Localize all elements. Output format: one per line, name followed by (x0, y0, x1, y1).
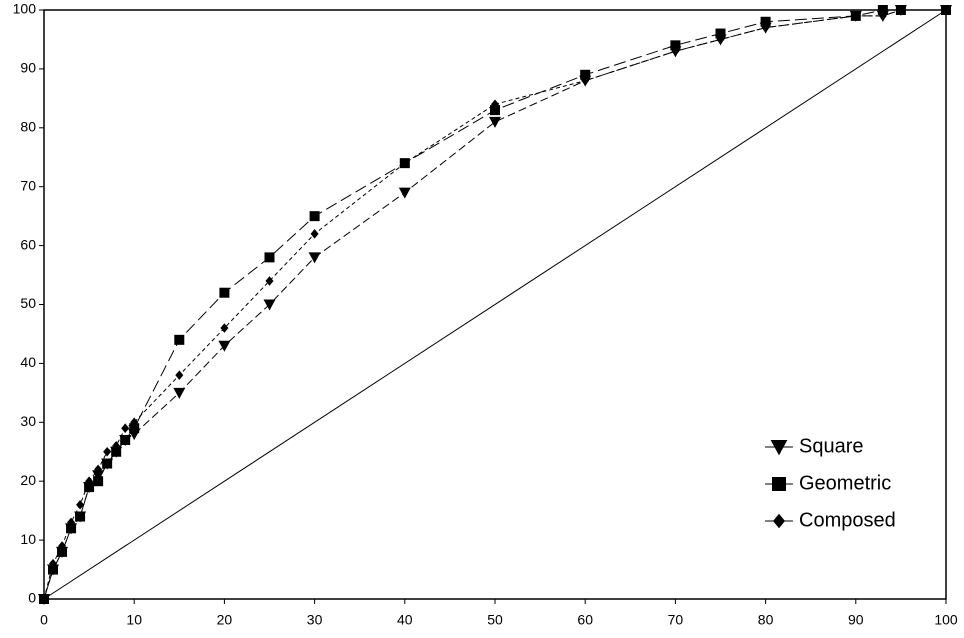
data-point (175, 370, 184, 380)
data-point (896, 5, 905, 15)
data-point (670, 40, 681, 51)
x-tick-label: 40 (397, 612, 413, 628)
legend-label: Composed (799, 509, 896, 531)
legend-marker (773, 513, 785, 529)
data-point (48, 564, 59, 575)
data-point (671, 46, 680, 57)
data-point (94, 464, 103, 475)
data-point (102, 458, 113, 469)
y-tick-label: 50 (20, 295, 36, 311)
data-point (49, 558, 58, 569)
data-point (129, 423, 140, 434)
data-point (40, 594, 48, 604)
data-point (84, 482, 95, 493)
data-point (57, 546, 68, 557)
x-tick-label: 10 (126, 612, 142, 628)
data-point (75, 511, 86, 522)
y-tick-label: 0 (28, 590, 36, 606)
y-tick-label: 90 (20, 60, 36, 76)
y-tick-label: 30 (20, 413, 36, 429)
data-point (760, 16, 771, 27)
x-tick-label: 100 (934, 612, 958, 628)
data-point (111, 446, 122, 457)
x-tick-label: 50 (487, 612, 503, 628)
data-point (761, 22, 770, 33)
x-tick-label: 70 (668, 612, 684, 628)
data-point (130, 417, 139, 428)
data-point (85, 476, 94, 486)
legend-marker (772, 477, 786, 491)
data-point (93, 476, 104, 487)
data-point (173, 387, 186, 399)
data-point (878, 11, 887, 21)
x-tick-label: 60 (577, 612, 593, 628)
x-tick-label: 30 (307, 612, 323, 628)
data-point (76, 499, 85, 510)
data-point (265, 276, 274, 286)
y-tick-label: 80 (20, 119, 36, 135)
data-point (400, 158, 409, 168)
data-point (58, 541, 67, 551)
x-tick-label: 20 (217, 612, 233, 628)
x-tick-label: 90 (848, 612, 864, 628)
data-point (66, 523, 77, 534)
data-point (491, 99, 499, 110)
data-point (309, 211, 320, 222)
data-point (489, 116, 501, 128)
data-point (103, 446, 112, 457)
data-point (942, 5, 950, 15)
reference-line (43, 9, 947, 600)
data-point (490, 105, 500, 116)
data-point (263, 299, 276, 311)
data-point (877, 5, 888, 15)
y-tick-label: 40 (20, 354, 36, 370)
data-point (580, 69, 591, 80)
legend-marker (770, 440, 788, 456)
data-point (112, 441, 121, 451)
data-point (264, 252, 275, 263)
y-tick-label: 100 (13, 1, 37, 17)
x-tick-label: 0 (40, 612, 48, 628)
legend-label: Geometric (799, 472, 891, 494)
data-point (398, 187, 411, 199)
data-point (851, 11, 860, 21)
y-tick-label: 70 (20, 177, 36, 193)
data-point (581, 75, 590, 86)
y-tick-label: 10 (20, 531, 36, 547)
data-point (121, 423, 130, 433)
x-tick-label: 80 (758, 612, 774, 628)
data-point (219, 287, 230, 298)
y-tick-label: 60 (20, 236, 36, 252)
data-point (67, 517, 76, 528)
data-point (120, 434, 131, 445)
legend-label: Square (799, 435, 864, 457)
y-tick-label: 20 (20, 472, 36, 488)
data-point (218, 340, 231, 352)
data-point (716, 34, 725, 45)
data-point (715, 28, 726, 39)
data-point (308, 252, 321, 264)
data-point (220, 323, 229, 333)
data-point (310, 229, 319, 239)
data-point (174, 334, 185, 345)
